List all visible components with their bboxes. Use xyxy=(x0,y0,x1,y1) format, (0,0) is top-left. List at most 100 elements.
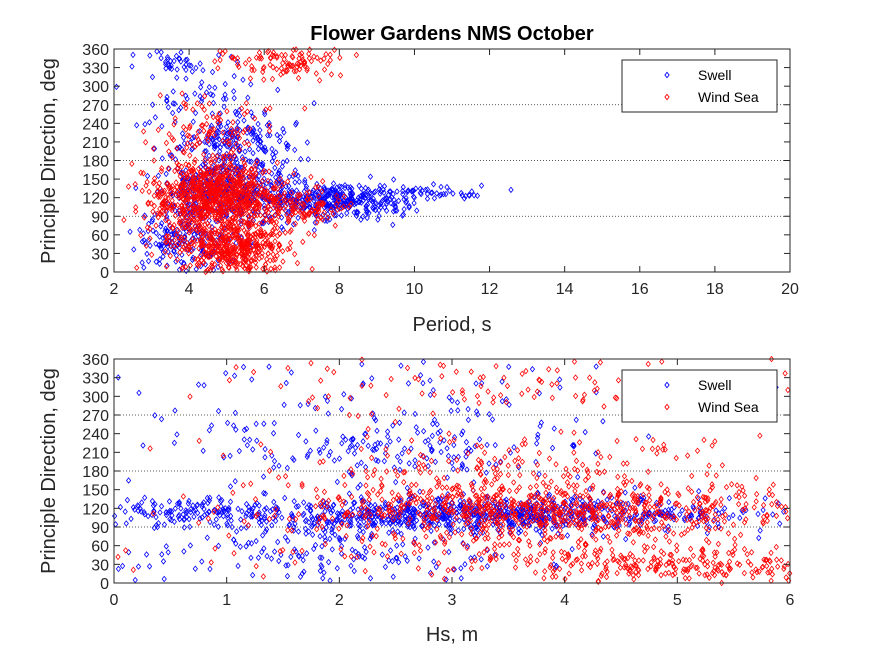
data-point xyxy=(420,498,426,505)
data-point xyxy=(233,170,240,177)
data-point xyxy=(382,195,388,203)
data-point xyxy=(203,227,209,234)
data-point xyxy=(199,79,205,86)
data-point xyxy=(163,139,170,147)
data-point xyxy=(361,544,368,551)
data-point xyxy=(715,516,721,523)
data-point xyxy=(349,511,356,518)
data-point xyxy=(271,184,277,192)
data-point xyxy=(417,185,424,192)
data-point xyxy=(248,171,254,179)
data-point xyxy=(213,516,219,523)
data-point xyxy=(216,157,222,164)
data-point xyxy=(424,195,431,202)
data-point xyxy=(300,511,306,519)
data-point xyxy=(267,105,273,112)
data-point xyxy=(386,504,392,512)
legend-label: Wind Sea xyxy=(698,89,759,105)
data-point xyxy=(281,180,287,187)
data-point xyxy=(346,203,352,211)
data-point xyxy=(412,410,418,418)
data-point xyxy=(651,554,657,561)
data-point xyxy=(149,218,155,225)
data-point xyxy=(242,264,248,272)
data-point xyxy=(353,212,360,220)
data-point xyxy=(444,484,450,491)
data-point xyxy=(204,211,211,219)
data-point xyxy=(146,563,153,570)
data-point xyxy=(406,202,412,210)
data-point xyxy=(706,523,712,531)
data-point xyxy=(736,488,742,496)
data-point xyxy=(405,380,412,387)
data-point xyxy=(372,206,379,214)
data-point xyxy=(216,178,222,185)
data-point xyxy=(607,493,613,500)
data-point xyxy=(222,152,228,160)
data-point xyxy=(415,509,421,517)
data-point xyxy=(163,225,169,232)
data-point xyxy=(355,484,361,491)
data-point xyxy=(204,220,211,227)
data-point xyxy=(181,210,187,217)
data-point xyxy=(152,500,158,508)
data-point xyxy=(188,197,194,204)
data-point xyxy=(199,239,206,247)
data-point xyxy=(219,177,225,184)
data-point xyxy=(206,100,213,107)
data-point xyxy=(341,201,347,208)
data-point xyxy=(246,237,252,245)
data-point xyxy=(254,158,260,166)
data-point xyxy=(225,119,231,126)
data-point xyxy=(147,225,153,233)
data-point xyxy=(632,526,638,534)
data-point xyxy=(561,490,568,498)
data-point xyxy=(725,562,731,570)
data-point xyxy=(280,258,286,265)
data-point xyxy=(307,203,313,211)
data-point xyxy=(429,446,435,453)
data-point xyxy=(360,380,366,387)
data-point xyxy=(323,524,330,531)
data-point xyxy=(196,262,202,269)
data-point xyxy=(558,533,564,541)
data-point xyxy=(606,513,612,520)
data-point xyxy=(367,173,374,180)
data-point xyxy=(325,192,331,199)
data-point xyxy=(434,421,440,428)
data-point xyxy=(125,477,132,484)
data-point xyxy=(242,60,249,67)
data-point xyxy=(160,253,166,260)
data-point xyxy=(594,516,600,523)
data-point xyxy=(736,500,742,508)
data-point xyxy=(295,214,301,222)
data-point xyxy=(306,209,312,217)
data-point xyxy=(179,201,185,209)
data-point xyxy=(261,189,267,196)
data-point xyxy=(166,498,173,505)
data-point xyxy=(255,145,262,153)
data-point xyxy=(285,526,291,534)
data-point xyxy=(448,499,455,507)
data-point xyxy=(663,533,669,540)
data-point xyxy=(331,212,338,219)
data-point xyxy=(255,554,262,561)
data-point xyxy=(210,92,216,99)
data-point xyxy=(538,503,544,511)
data-point xyxy=(391,464,397,471)
data-point xyxy=(157,92,163,99)
data-point xyxy=(315,193,322,200)
data-point xyxy=(249,376,255,383)
data-point xyxy=(197,60,203,67)
data-point xyxy=(151,175,158,182)
data-point xyxy=(197,253,203,260)
data-point xyxy=(216,494,222,501)
data-point xyxy=(414,494,421,502)
data-point xyxy=(600,417,606,425)
data-point xyxy=(187,262,193,269)
data-point xyxy=(175,500,181,507)
data-point xyxy=(234,124,240,132)
data-point xyxy=(407,498,414,506)
data-point xyxy=(386,557,392,564)
data-point xyxy=(250,149,256,157)
